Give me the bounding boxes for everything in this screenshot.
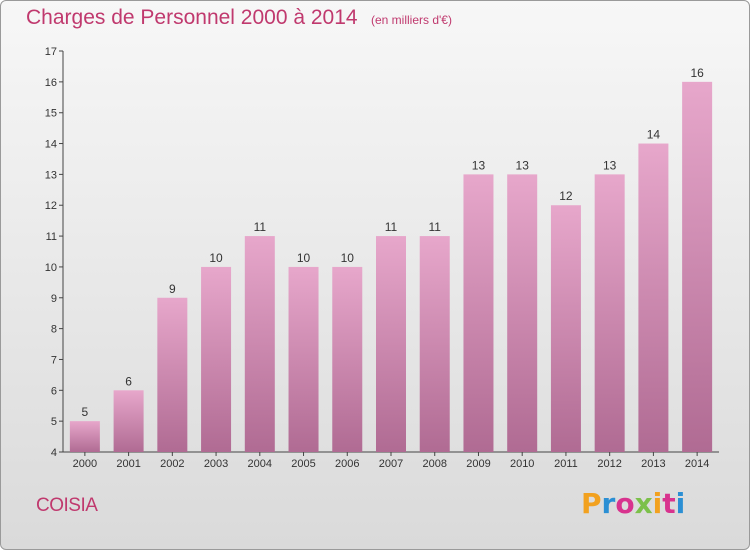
- y-tick-label: 12: [45, 200, 57, 212]
- data-label: 14: [647, 128, 661, 142]
- bar[interactable]: [638, 143, 669, 453]
- x-tick-label: 2005: [291, 458, 315, 470]
- logo-letter: x: [634, 487, 653, 520]
- data-label: 12: [559, 189, 573, 203]
- x-tick-label: 2000: [73, 458, 97, 470]
- chart-title: Charges de Personnel 2000 à 2014: [26, 6, 358, 29]
- chart-subtitle: (en milliers d'€): [371, 13, 452, 27]
- x-tick-label: 2010: [510, 458, 534, 470]
- data-label: 9: [169, 282, 176, 296]
- data-label: 10: [209, 251, 223, 265]
- bar[interactable]: [463, 174, 494, 452]
- x-tick-label: 2006: [335, 458, 359, 470]
- data-label: 13: [516, 158, 530, 172]
- y-tick-label: 8: [51, 324, 57, 336]
- y-tick-label: 14: [45, 139, 57, 151]
- x-tick-label: 2002: [160, 458, 184, 470]
- data-label: 10: [297, 251, 311, 265]
- logo-letter: i: [675, 487, 686, 520]
- y-tick-label: 13: [45, 169, 57, 181]
- y-tick-label: 9: [51, 293, 57, 305]
- data-label: 5: [82, 405, 89, 419]
- logo-letter: t: [662, 487, 676, 520]
- data-label: 13: [603, 158, 617, 172]
- proxiti-logo[interactable]: Proxiti: [581, 487, 685, 520]
- data-label: 6: [125, 374, 132, 388]
- logo-letter: i: [652, 487, 663, 520]
- x-tick-label: 2003: [204, 458, 228, 470]
- y-tick-label: 16: [45, 77, 57, 89]
- data-label: 13: [472, 158, 486, 172]
- x-tick-label: 2001: [116, 458, 140, 470]
- bar[interactable]: [288, 266, 319, 452]
- y-tick-label: 6: [51, 385, 57, 397]
- y-tick-label: 5: [51, 416, 57, 428]
- bar[interactable]: [550, 205, 581, 452]
- bar[interactable]: [332, 266, 363, 452]
- bar[interactable]: [113, 390, 144, 452]
- bar[interactable]: [244, 236, 275, 452]
- x-tick-label: 2011: [554, 458, 578, 470]
- y-tick-label: 15: [45, 108, 57, 120]
- bar[interactable]: [69, 421, 100, 452]
- logo-letter: o: [615, 487, 635, 520]
- y-tick-label: 10: [45, 262, 57, 274]
- y-tick-label: 11: [46, 231, 57, 243]
- y-tick-label: 17: [45, 46, 57, 58]
- data-label: 11: [428, 220, 441, 234]
- bar[interactable]: [507, 174, 538, 452]
- bar[interactable]: [682, 81, 713, 452]
- x-tick-label: 2012: [597, 458, 621, 470]
- y-tick-label: 7: [51, 354, 57, 366]
- y-tick-label: 4: [51, 447, 57, 459]
- data-label: 11: [254, 220, 267, 234]
- x-tick-label: 2004: [248, 458, 272, 470]
- x-tick-label: 2014: [685, 458, 709, 470]
- bar[interactable]: [376, 236, 406, 452]
- x-tick-label: 2007: [379, 458, 403, 470]
- x-tick-label: 2009: [466, 458, 490, 470]
- bar[interactable]: [201, 266, 232, 452]
- logo-letter: r: [601, 487, 616, 520]
- bar[interactable]: [157, 297, 188, 452]
- x-tick-label: 2013: [641, 458, 665, 470]
- data-label: 11: [385, 220, 398, 234]
- bar[interactable]: [419, 236, 450, 452]
- x-tick-label: 2008: [422, 458, 446, 470]
- data-label: 10: [341, 251, 355, 265]
- data-label: 16: [690, 66, 704, 80]
- commune-name: COISIA: [36, 495, 98, 516]
- logo-letter: P: [581, 487, 602, 520]
- bar[interactable]: [594, 174, 625, 452]
